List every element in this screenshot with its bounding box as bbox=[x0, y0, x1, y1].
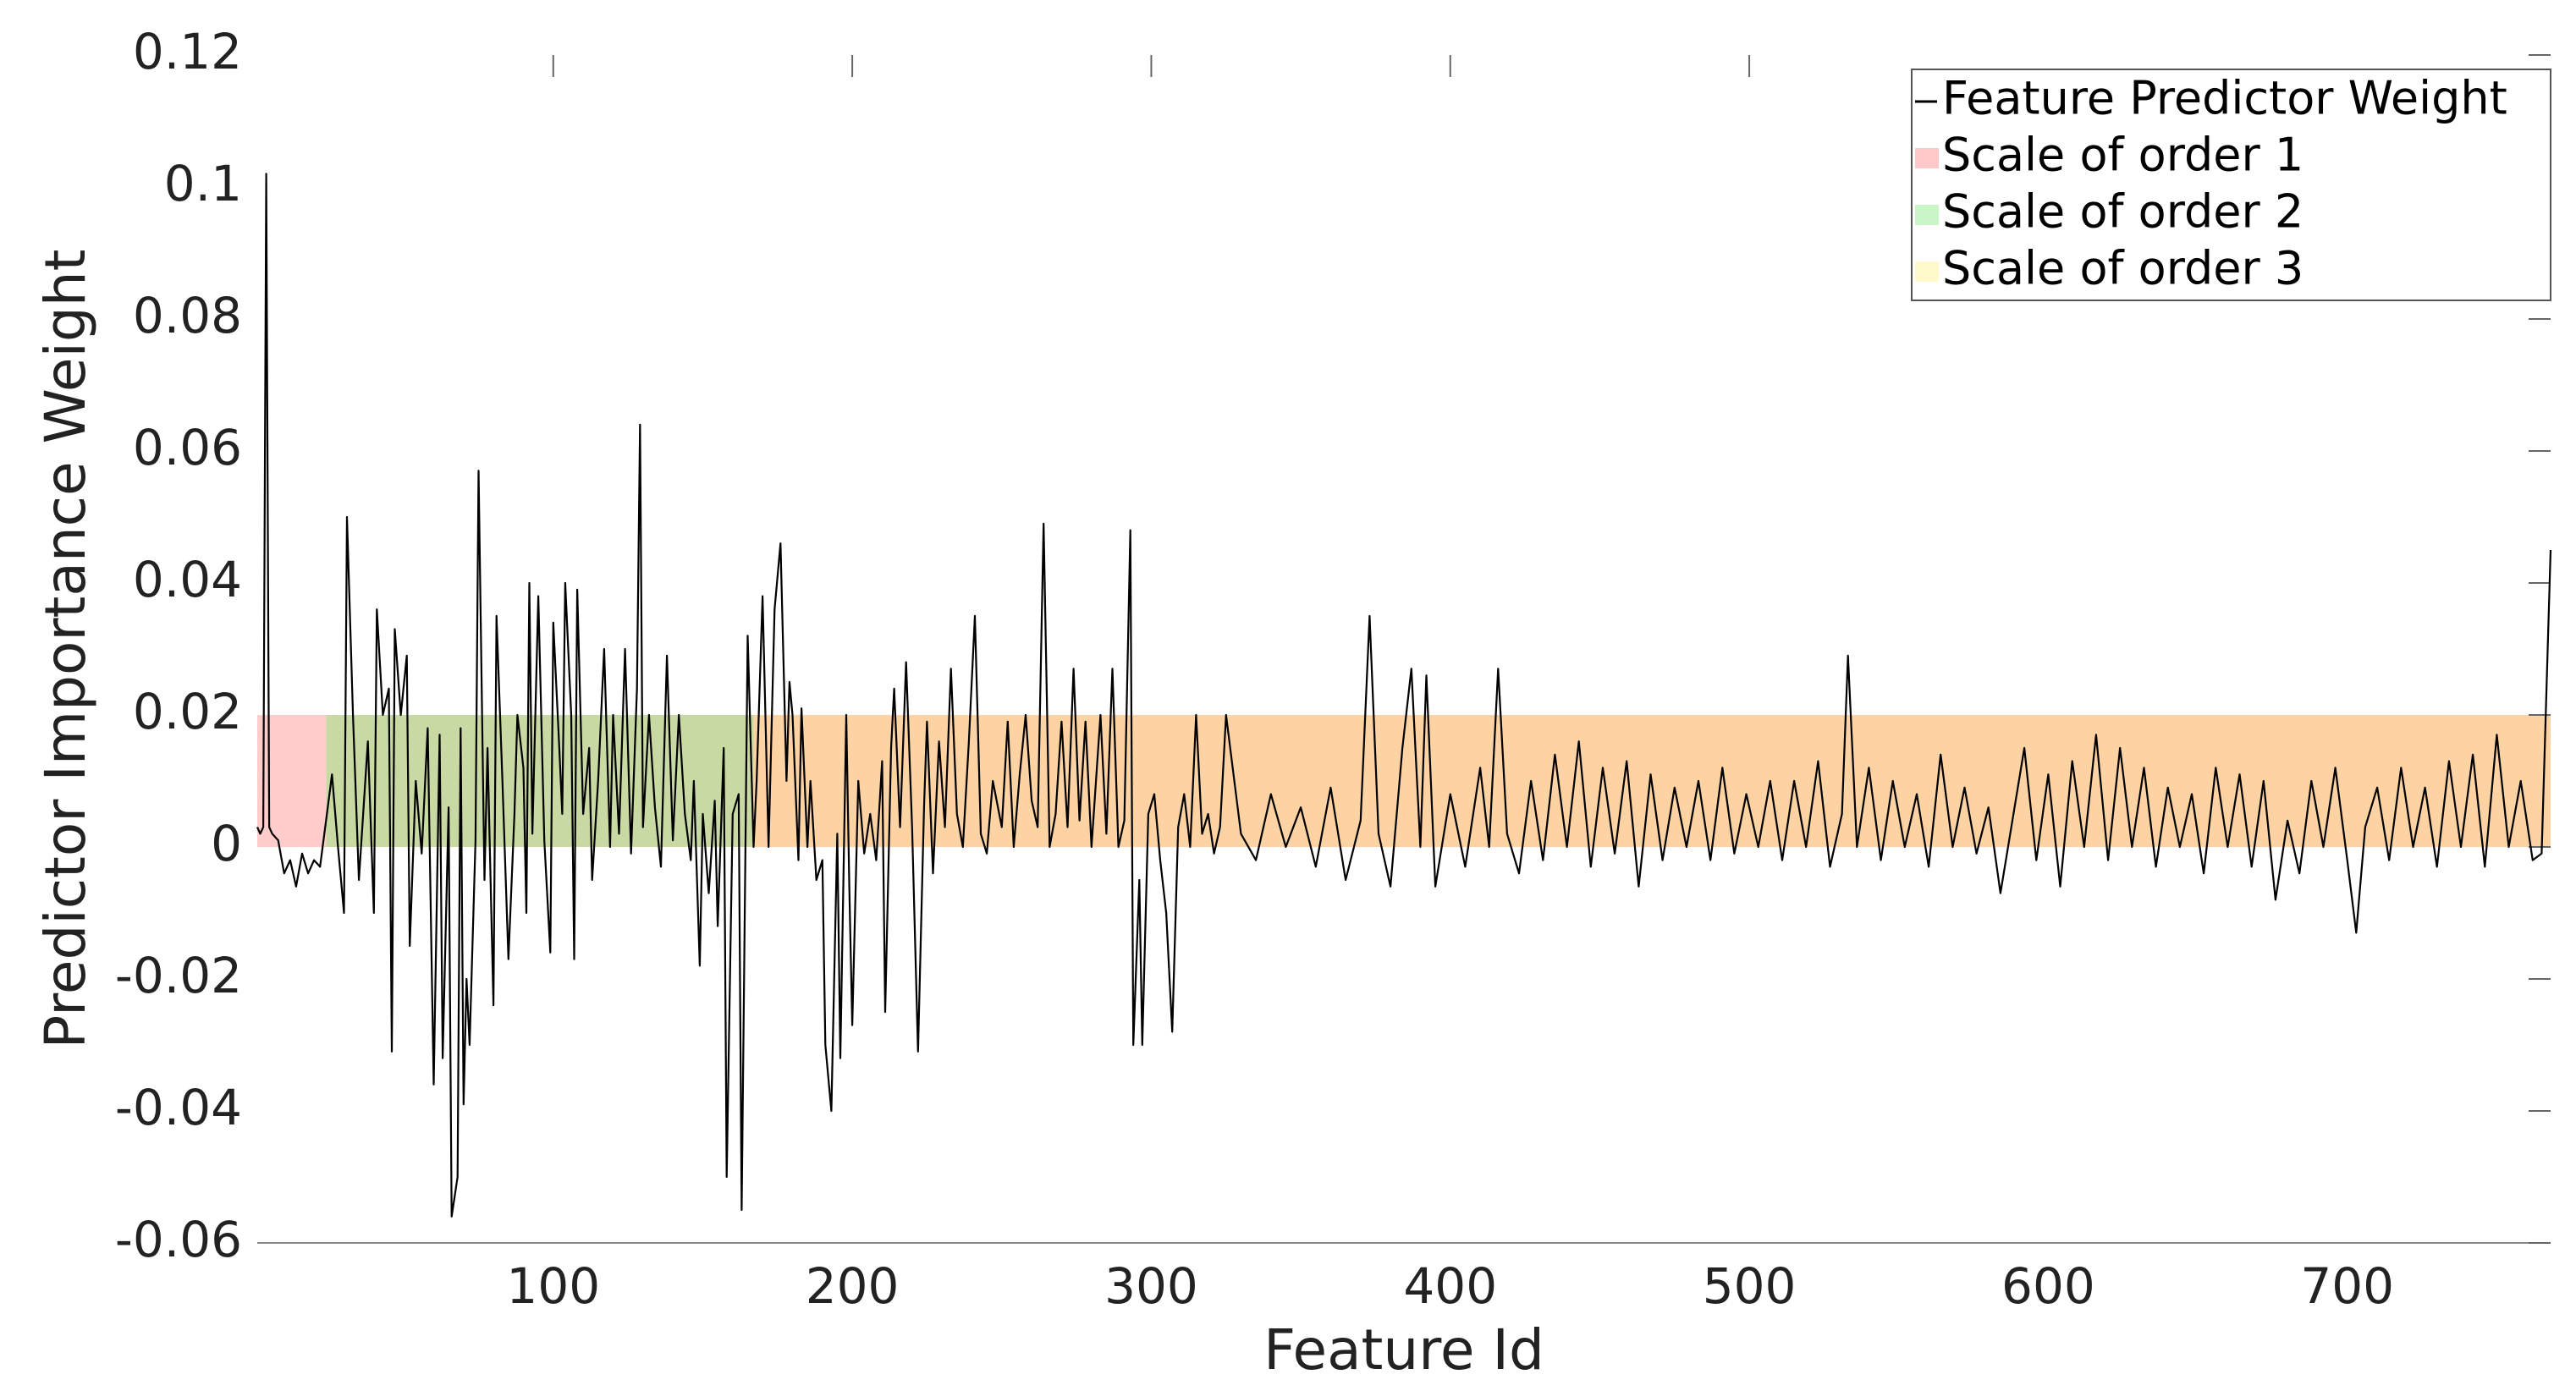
legend-label: Feature Predictor Weight bbox=[1942, 72, 2507, 125]
x-axis-label: Feature Id bbox=[1263, 1317, 1544, 1383]
x-tick-label: 300 bbox=[1104, 1257, 1198, 1315]
data-line bbox=[256, 173, 2552, 1218]
x-tick-label: 200 bbox=[806, 1257, 900, 1315]
y-tick-label: -0.04 bbox=[115, 1079, 242, 1136]
y-tick-label: 0.06 bbox=[133, 419, 242, 476]
scale-region bbox=[257, 715, 327, 847]
legend-label: Scale of order 1 bbox=[1942, 129, 2304, 182]
legend-swatch bbox=[1915, 261, 1939, 282]
x-tick-label: 100 bbox=[506, 1257, 600, 1315]
y-axis-label: Predictor Importance Weight bbox=[33, 250, 98, 1049]
legend-label: Scale of order 3 bbox=[1942, 242, 2304, 295]
y-tick-label: 0.08 bbox=[133, 287, 242, 344]
y-tick-label: 0.12 bbox=[133, 23, 242, 80]
y-tick-label: 0.02 bbox=[133, 683, 242, 740]
x-tick-label: 400 bbox=[1403, 1257, 1497, 1315]
legend-label: Scale of order 2 bbox=[1942, 185, 2304, 239]
y-tick-label: 0.04 bbox=[133, 551, 242, 608]
y-tick-label: -0.02 bbox=[115, 947, 242, 1004]
y-tick-label: -0.06 bbox=[115, 1211, 242, 1268]
x-tick-label: 600 bbox=[2001, 1257, 2095, 1315]
legend-box bbox=[1911, 69, 2551, 301]
y-tick-label: 0 bbox=[211, 815, 242, 872]
legend-swatch bbox=[1915, 148, 1939, 168]
x-tick-label: 700 bbox=[2300, 1257, 2394, 1315]
legend-swatch bbox=[1915, 205, 1939, 225]
y-tick-label: 0.1 bbox=[164, 155, 242, 212]
x-tick-label: 500 bbox=[1703, 1257, 1797, 1315]
